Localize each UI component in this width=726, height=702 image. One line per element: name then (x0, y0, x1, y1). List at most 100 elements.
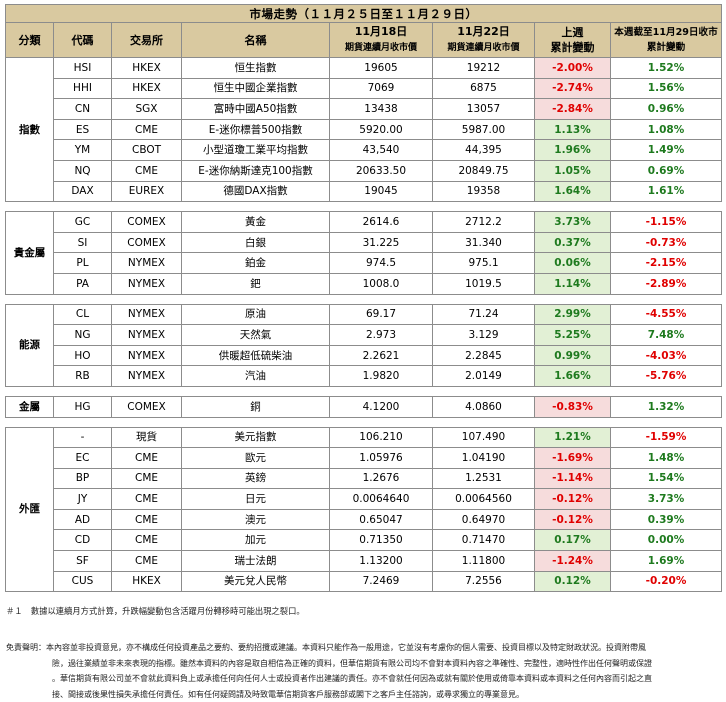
price-2-cell: 13057 (432, 98, 535, 120)
price-1-cell: 1.13200 (329, 550, 433, 572)
name-cell: 英鎊 (181, 467, 330, 490)
table-row: 金屬 HG COMEX 銅 4.1200 4.0860 -0.83% 1.32% (5, 395, 722, 418)
price-1-cell: 19045 (329, 180, 433, 203)
name-cell: 歐元 (181, 447, 330, 469)
this-week-change-cell: 1.61% (610, 180, 722, 203)
table-row: 貴金屬 GC COMEX 黃金 2614.6 2712.2 3.73% -1.15% (5, 211, 722, 295)
disclaimer: 免責聲明：本內容並非投資意見，亦不構成任何投資產品之要約、要約招攬或建議。本資料… (6, 640, 718, 702)
exchange-cell: HKEX (111, 57, 182, 79)
exchange-cell: CME (111, 488, 182, 510)
header-date2: 11月22日 期貨連續月收市價 (432, 22, 535, 58)
exchange-cell: HKEX (111, 570, 182, 593)
table-row: EC CME 歐元 1.05976 1.04190 -1.69% 1.48% (6, 447, 722, 469)
this-week-change-cell: 0.69% (610, 159, 722, 182)
exchange-cell: HKEX (111, 77, 182, 100)
header-weekly-l1: 上週 (561, 26, 584, 39)
name-cell: 加元 (181, 529, 330, 552)
exchange-cell: CBOT (111, 139, 182, 161)
name-cell: 富時中國A50指數 (181, 98, 330, 120)
disclaimer-line: 接、間接或後果性損失承擔任何責任。如有任何疑問請及時致電華信期貨客戶服務部或閣下… (52, 689, 524, 699)
price-1-cell: 7069 (329, 77, 433, 100)
group-gap-cell (5, 294, 722, 305)
header-week-l1: 本週截至11月29日收市 (614, 27, 718, 38)
weekly-change-cell: -1.24% (534, 550, 611, 572)
price-2-cell: 107.490 (432, 426, 535, 449)
price-2-cell: 44,395 (432, 139, 535, 161)
this-week-change-cell: -4.03% (610, 344, 722, 367)
code-cell: HHI (53, 77, 112, 100)
price-1-cell: 13438 (329, 98, 433, 120)
name-cell: 原油 (181, 303, 330, 326)
table-row: CN SGX 富時中國A50指數 13438 13057 -2.84% 0.96% (6, 98, 722, 120)
this-week-change-cell: -0.20% (610, 570, 722, 593)
header-category: 分類 (5, 22, 54, 58)
this-week-change-cell: -2.89% (610, 272, 722, 295)
exchange-cell: NYMEX (111, 303, 182, 326)
name-cell: 日元 (181, 488, 330, 510)
weekly-change-cell: 0.17% (534, 529, 611, 552)
exchange-cell: NYMEX (111, 324, 182, 346)
name-cell: 小型道瓊工業平均指數 (181, 139, 330, 161)
exchange-cell: CME (111, 159, 182, 182)
weekly-change-cell: 1.05% (534, 159, 611, 182)
weekly-change-cell: 1.21% (534, 426, 611, 449)
exchange-cell: NYMEX (111, 344, 182, 367)
weekly-change-cell: -0.12% (534, 508, 611, 531)
price-2-cell: 1019.5 (432, 272, 535, 295)
table-row: JY CME 日元 0.0064640 0.0064560 -0.12% 3.73% (6, 488, 722, 510)
weekly-change-cell: -2.00% (534, 57, 611, 79)
header-week-l2: 累計變動 (646, 42, 686, 53)
table-row: NQ CME E-迷你納斯達克100指數 20633.50 20849.75 1.05% 0… (6, 159, 722, 182)
this-week-change-cell: 1.52% (610, 57, 722, 79)
exchange-cell: NYMEX (111, 365, 182, 387)
code-cell: CUS (53, 570, 112, 593)
table-row: PA NYMEX 鈀 1008.0 1019.5 1.14% -2.89% (6, 272, 722, 295)
price-2-cell: 20849.75 (432, 159, 535, 182)
price-1-cell: 20633.50 (329, 159, 433, 182)
weekly-change-cell: 0.37% (534, 231, 611, 254)
name-cell: 瑞士法朗 (181, 550, 330, 572)
price-1-cell: 0.65047 (329, 508, 433, 531)
table-row: CD CME 加元 0.71350 0.71470 0.17% 0.00% (6, 529, 722, 552)
header-weekly-change: 上週 累計變動 (534, 22, 611, 58)
exchange-cell: CME (111, 447, 182, 469)
code-cell: PL (53, 252, 112, 274)
header-code: 代碼 (53, 22, 112, 58)
code-cell: HSI (53, 57, 112, 79)
this-week-change-cell: 1.48% (610, 447, 722, 469)
weekly-change-cell: -1.14% (534, 467, 611, 490)
table-row: SF CME 瑞士法朗 1.13200 1.11800 -1.24% 1.69% (6, 550, 722, 572)
code-cell: HG (53, 395, 112, 418)
price-2-cell: 7.2556 (432, 570, 535, 593)
price-2-cell: 1.2531 (432, 467, 535, 490)
weekly-change-cell: 2.99% (534, 303, 611, 326)
exchange-cell: CME (111, 550, 182, 572)
header-row: 分類 代碼 交易所 名稱 11月18日 期貨連續月收市價 11月22日 期貨連續月收… (5, 22, 722, 58)
group-gap (5, 294, 722, 305)
price-1-cell: 0.0064640 (329, 488, 433, 510)
code-cell: SI (53, 231, 112, 254)
price-2-cell: 1.11800 (432, 550, 535, 572)
table-row: DAX EUREX 德國DAX指數 19045 19358 1.64% 1.61% (6, 180, 722, 203)
header-date2-sub: 期貨連續月收市價 (447, 43, 520, 53)
header-date2-label: 11月22日 (457, 25, 510, 38)
this-week-change-cell: -0.73% (610, 231, 722, 254)
group-gap-cell (5, 417, 722, 427)
price-2-cell: 19212 (432, 57, 535, 79)
exchange-cell: COMEX (111, 395, 182, 418)
price-2-cell: 2.0149 (432, 365, 535, 387)
code-cell: SF (53, 550, 112, 572)
table-row: YM CBOT 小型道瓊工業平均指數 43,540 44,395 1.96% 1.49% (6, 139, 722, 161)
exchange-cell: NYMEX (111, 272, 182, 295)
code-cell: - (53, 426, 112, 449)
weekly-change-cell: 0.99% (534, 344, 611, 367)
code-cell: PA (53, 272, 112, 295)
price-1-cell: 1.2676 (329, 467, 433, 490)
weekly-change-cell: 0.06% (534, 252, 611, 274)
weekly-change-cell: 1.66% (534, 365, 611, 387)
price-2-cell: 4.0860 (432, 395, 535, 418)
category-cell: 金屬 (5, 395, 54, 418)
table-row: ES CME E-迷你標普500指數 5920.00 5987.00 1.13% 1.08% (6, 118, 722, 141)
weekly-change-cell: -0.83% (534, 395, 611, 418)
exchange-cell: CME (111, 467, 182, 490)
